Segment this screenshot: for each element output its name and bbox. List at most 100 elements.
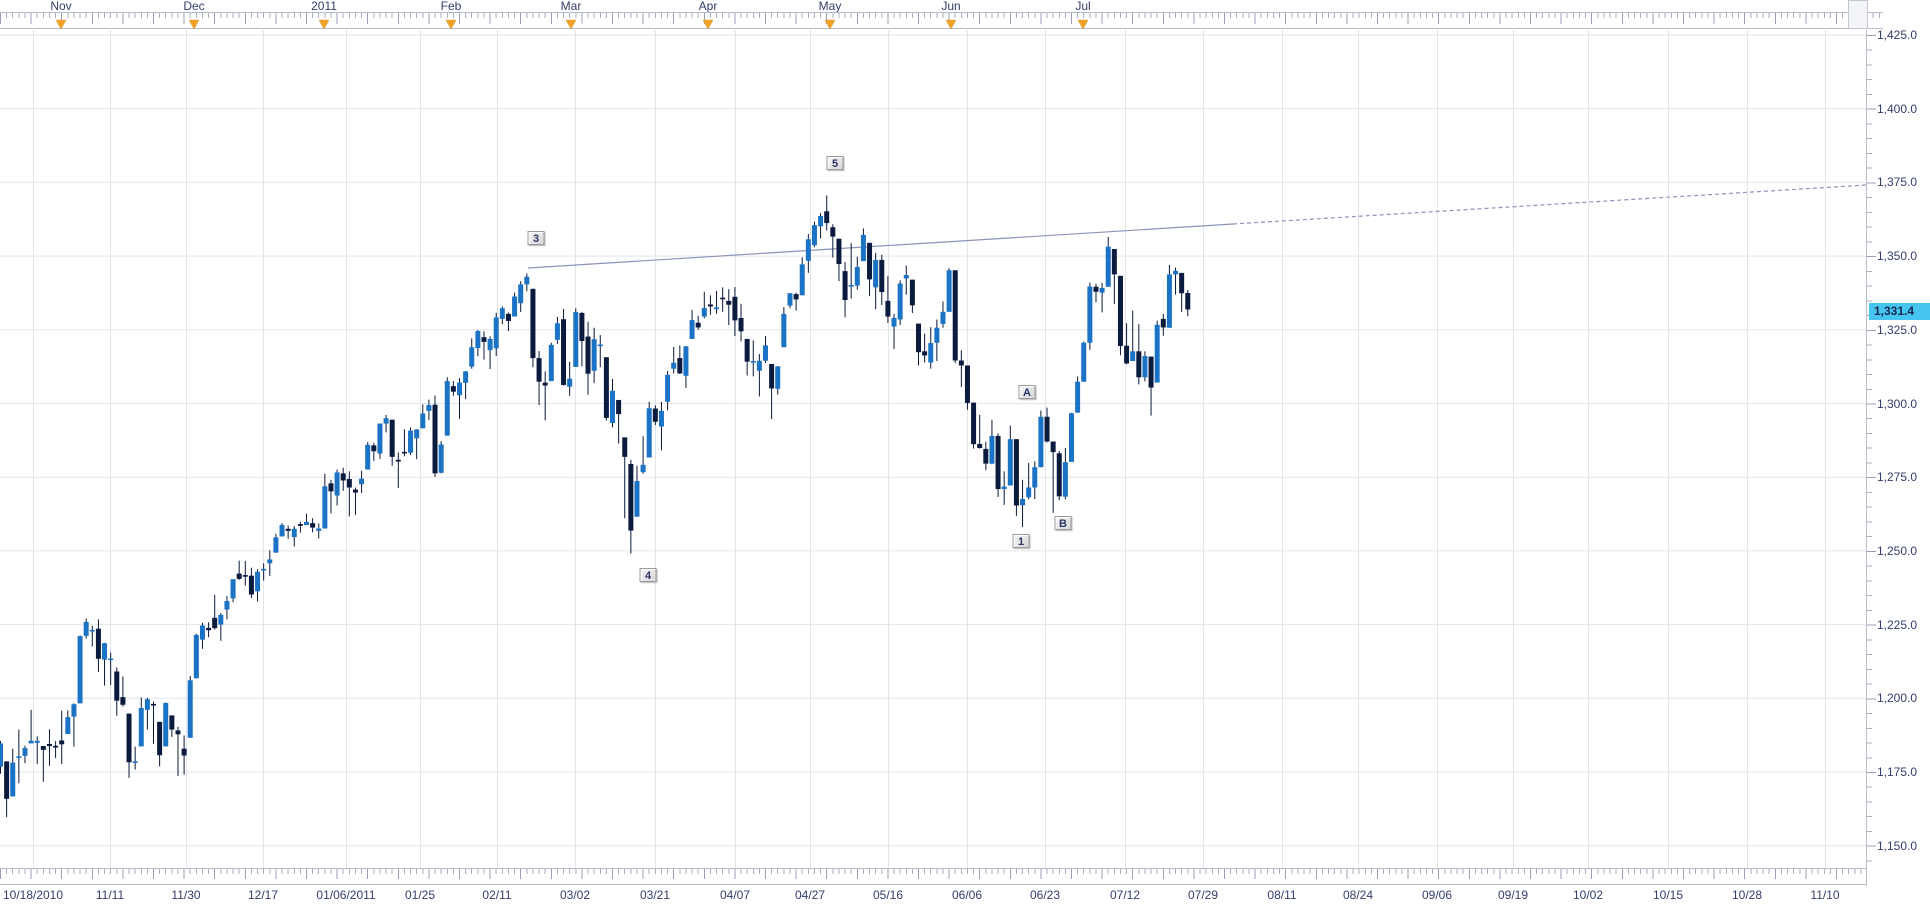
candle-body: [187, 680, 193, 738]
candle-body: [628, 463, 634, 531]
candle-body: [334, 472, 340, 496]
candle-body: [971, 402, 977, 445]
candle-body: [83, 621, 89, 636]
price-label: 1,375.0: [1877, 175, 1918, 190]
month-marker-icon: [1078, 20, 1088, 29]
candle-body: [34, 740, 40, 743]
candle-body: [1105, 246, 1111, 287]
candle-body: [756, 360, 762, 371]
trendline-solid[interactable]: [527, 223, 1234, 269]
price-label: 1,275.0: [1877, 470, 1918, 485]
month-label: Mar: [560, 0, 582, 13]
top-ruler[interactable]: [0, 12, 1883, 29]
candle-body: [22, 748, 28, 756]
candle-body: [1179, 272, 1185, 294]
candle-body: [561, 319, 567, 385]
candle-body: [0, 743, 3, 767]
bottom-ruler-major-ticks: [0, 869, 1866, 879]
candle-body: [261, 568, 267, 571]
candle-body: [536, 358, 542, 382]
candle-body: [432, 404, 438, 474]
candle-body: [1142, 356, 1148, 378]
top-ruler-major-ticks: [0, 13, 1883, 24]
candle-body: [316, 528, 322, 531]
candle-body: [591, 339, 597, 371]
candle-body: [714, 307, 720, 310]
candle-body: [732, 296, 738, 321]
price-label: 1,325.0: [1877, 322, 1918, 337]
date-label: 04/27: [794, 888, 826, 902]
date-label: 03/21: [639, 888, 671, 902]
candle-body: [212, 617, 218, 629]
candle-body: [10, 762, 16, 797]
candle-body: [463, 371, 469, 383]
candle-body: [450, 386, 456, 392]
candle-body: [65, 717, 71, 734]
candle-body: [365, 444, 371, 470]
month-marker-icon: [56, 20, 66, 29]
candle-body: [371, 445, 377, 452]
candle-body: [1026, 487, 1032, 498]
candle-body: [842, 271, 848, 301]
candle-body: [457, 382, 462, 396]
candle-body: [964, 365, 970, 403]
candle-body: [181, 748, 187, 756]
price-label: 1,175.0: [1877, 765, 1918, 779]
candle-body: [658, 410, 664, 427]
candle-body: [267, 559, 273, 564]
date-label: 11/11: [95, 888, 125, 902]
candle-body: [273, 537, 279, 553]
candle-body: [248, 575, 254, 595]
candle-body: [554, 323, 560, 340]
candle-body: [530, 288, 536, 359]
candle-body: [108, 658, 114, 661]
candle-body: [640, 464, 646, 473]
candle-body: [622, 437, 628, 457]
date-label: 10/02: [1572, 888, 1604, 902]
candle-body: [707, 304, 713, 307]
month-label: Jun: [941, 0, 961, 13]
month-marker-icon: [189, 20, 199, 29]
candlestick-chart[interactable]: [0, 0, 1866, 868]
candle-body: [891, 318, 897, 327]
candle-body: [438, 444, 444, 473]
month-marker-icon: [825, 20, 835, 29]
month-label: Feb: [440, 0, 462, 13]
candle-body: [389, 419, 395, 457]
candle-body: [946, 270, 952, 312]
month-marker-icon: [319, 20, 329, 29]
candle-body: [885, 300, 891, 317]
candle-body: [77, 636, 83, 704]
corner-box: [1848, 0, 1868, 29]
candle-body: [1087, 286, 1093, 343]
candle-body: [1124, 345, 1130, 364]
price-axis[interactable]: 1,331.4 1,425.0 1,400.0 1,375.0 1,350.0 1,32…: [1866, 28, 1930, 886]
candle-body: [102, 643, 108, 660]
candle-body: [903, 274, 909, 279]
month-label: Jul: [1075, 0, 1091, 13]
candle-body: [383, 418, 389, 424]
candle-body: [579, 312, 585, 342]
candle-body: [1038, 416, 1044, 468]
candle-body: [40, 746, 46, 750]
date-label: 11/30: [171, 888, 201, 902]
candle-body: [610, 390, 615, 423]
month-label: May: [818, 0, 842, 13]
price-label: 1,225.0: [1877, 617, 1918, 632]
candle-body: [799, 264, 805, 296]
candle-body: [46, 743, 52, 747]
month-label: Dec: [183, 0, 205, 13]
candle-body: [805, 239, 811, 261]
bottom-ruler[interactable]: [0, 868, 1866, 885]
candle-body: [505, 313, 511, 321]
candle-body: [518, 284, 524, 304]
candle-body: [487, 338, 493, 351]
candle-body: [701, 307, 707, 317]
candle-body: [934, 327, 940, 343]
trendline-dashed[interactable]: [1232, 184, 1866, 225]
candle-body: [1117, 275, 1123, 347]
candle-body: [481, 337, 487, 342]
candle-body: [542, 382, 548, 386]
candle-body: [444, 381, 450, 436]
